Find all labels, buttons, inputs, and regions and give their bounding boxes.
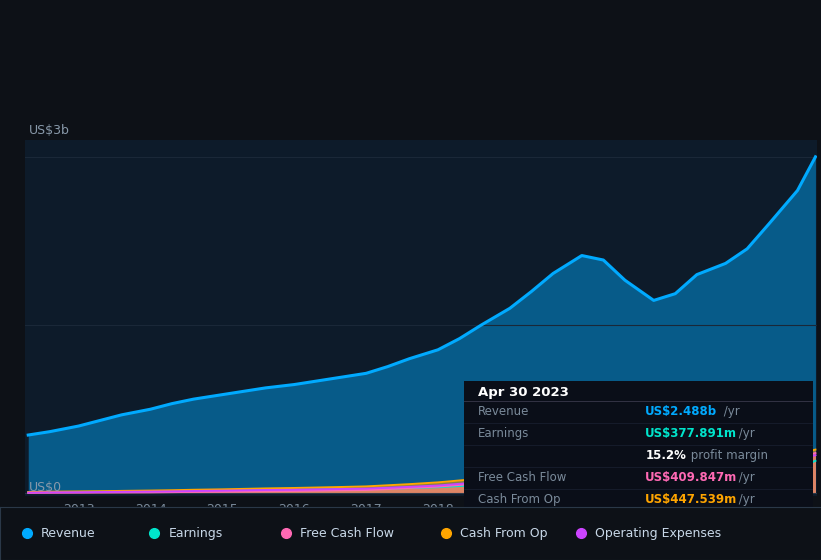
Text: US$0: US$0 bbox=[29, 481, 62, 494]
Text: profit margin: profit margin bbox=[687, 449, 768, 462]
Text: US$408.678m: US$408.678m bbox=[645, 515, 737, 528]
Text: 15.2%: 15.2% bbox=[645, 449, 686, 462]
Text: US$409.847m: US$409.847m bbox=[645, 471, 737, 484]
Text: US$377.891m: US$377.891m bbox=[645, 427, 737, 440]
Text: Revenue: Revenue bbox=[478, 405, 530, 418]
Text: /yr: /yr bbox=[735, 471, 754, 484]
Text: Cash From Op: Cash From Op bbox=[460, 527, 548, 540]
Text: Earnings: Earnings bbox=[168, 527, 222, 540]
Text: /yr: /yr bbox=[735, 493, 754, 506]
Text: Revenue: Revenue bbox=[41, 527, 96, 540]
Text: Earnings: Earnings bbox=[478, 427, 530, 440]
Text: US$447.539m: US$447.539m bbox=[645, 493, 737, 506]
Text: Apr 30 2023: Apr 30 2023 bbox=[478, 386, 569, 399]
Text: Free Cash Flow: Free Cash Flow bbox=[300, 527, 393, 540]
Text: US$3b: US$3b bbox=[29, 124, 70, 137]
Text: /yr: /yr bbox=[720, 405, 740, 418]
Text: US$2.488b: US$2.488b bbox=[645, 405, 718, 418]
Text: Free Cash Flow: Free Cash Flow bbox=[478, 471, 566, 484]
Text: Cash From Op: Cash From Op bbox=[478, 493, 560, 506]
Text: /yr: /yr bbox=[735, 427, 754, 440]
Text: Operating Expenses: Operating Expenses bbox=[595, 527, 722, 540]
Text: /yr: /yr bbox=[735, 515, 754, 528]
Text: Operating Expenses: Operating Expenses bbox=[478, 515, 597, 528]
